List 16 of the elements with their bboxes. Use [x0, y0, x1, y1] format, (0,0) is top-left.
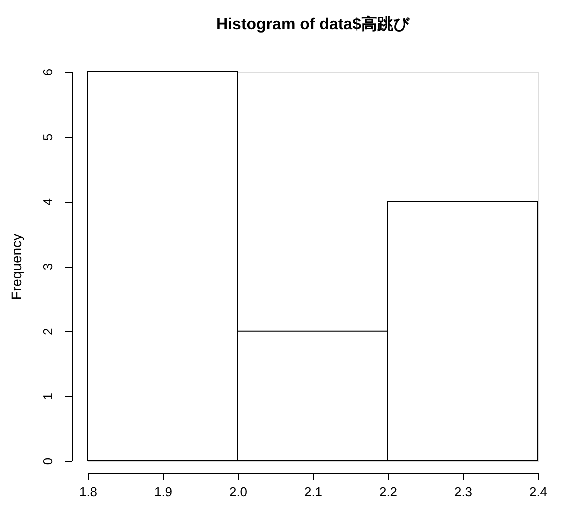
y-tick-label: 5 — [40, 134, 56, 141]
chart-title: Histogram of data$高跳び — [216, 14, 410, 34]
y-tick-label: 3 — [40, 263, 56, 271]
x-tick-label: 2.1 — [304, 484, 323, 500]
x-tick-label: 1.8 — [79, 484, 98, 500]
x-tick-label: 1.9 — [154, 484, 173, 500]
x-tick-label: 2.0 — [229, 484, 248, 500]
y-tick-label: 6 — [40, 68, 56, 76]
y-tick-label: 2 — [40, 328, 56, 336]
y-axis-title: Frequency — [8, 234, 24, 300]
x-tick-label: 2.3 — [454, 484, 473, 500]
y-tick-label: 4 — [40, 198, 56, 206]
y-tick-label: 1 — [40, 393, 56, 400]
x-tick-label: 2.2 — [379, 484, 398, 500]
y-tick-label: 0 — [40, 458, 56, 466]
x-tick-label: 2.4 — [529, 484, 548, 500]
